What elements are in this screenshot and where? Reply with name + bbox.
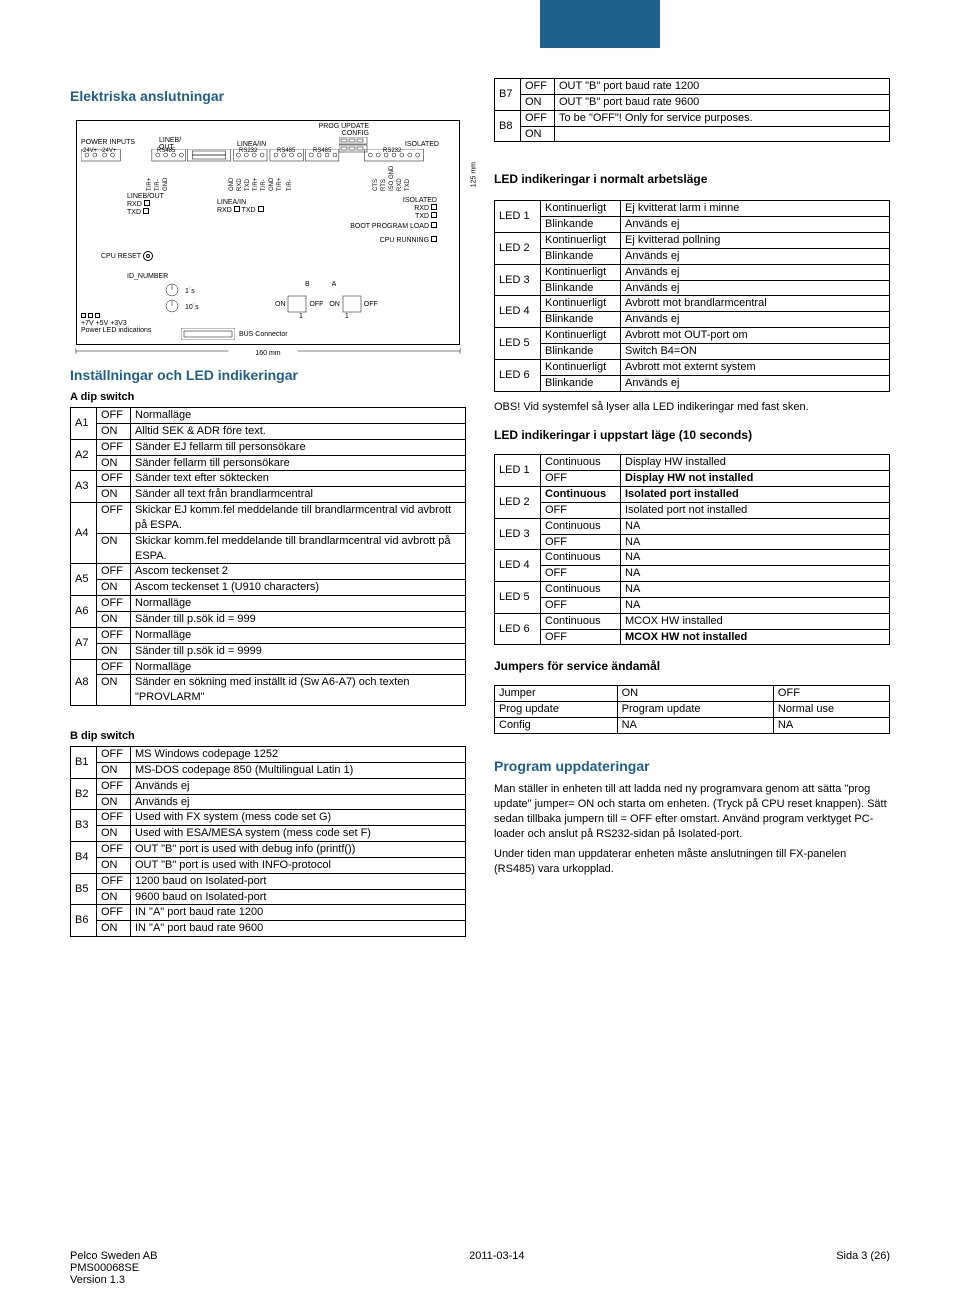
footer-page: Sida 3 (26) (836, 1250, 890, 1286)
program-p1: Man ställer in enheten till att ladda ne… (494, 782, 890, 841)
diagram-bus-4: RS232 (383, 148, 401, 154)
left-column: Elektriska anslutningar PROG UPDATE CONF… (70, 78, 466, 945)
diagram-prog-update: PROG UPDATE (319, 123, 369, 130)
header-band (540, 0, 660, 48)
jumpers-title: Jumpers för service ändamål (494, 659, 890, 673)
footer-doc: PMS00068SE (70, 1262, 157, 1274)
led-normal-table: LED 1KontinuerligtEj kvitterat larm i mi… (494, 200, 890, 391)
program-title: Program uppdateringar (494, 758, 890, 774)
diagram-power-leds: +7V +5V +3V3 (81, 320, 151, 327)
diagram-bus-3: RS485 (313, 148, 331, 154)
diagram-linea-in-2: LINEA/IN (217, 199, 264, 206)
footer-date: 2011-03-14 (469, 1250, 524, 1286)
program-p2: Under tiden man uppdaterar enheten måste… (494, 847, 890, 877)
diagram-boot: BOOT PROGRAM LOAD (350, 223, 429, 230)
led-start-table: LED 1ContinuousDisplay HW installedOFFDi… (494, 454, 890, 645)
diagram-isolated-2: ISOLATED (350, 197, 437, 204)
diagram-id-number: ID_NUMBER (127, 273, 168, 280)
diagram-pwr-pin-1: -24V+ (81, 148, 97, 154)
diagram-bus-1: RS232 (239, 148, 257, 154)
diagram-cpu-running: CPU RUNNING (380, 237, 429, 244)
diagram-bus-2: RS485 (277, 148, 295, 154)
diagram-cpu-reset: CPU RESET (101, 253, 141, 260)
diagram-height: 125 mm (470, 162, 477, 187)
diagram-power-inputs: POWER INPUTS (81, 139, 135, 146)
diagram-power-led-ind: Power LED indications (81, 327, 151, 334)
diagram-pwr-pin-2: -24V+ (100, 148, 116, 154)
diagram-config: CONFIG (319, 130, 369, 137)
diagram-lineb-out-2: LINEB/OUT (127, 193, 164, 200)
b-dip-title: B dip switch (70, 730, 466, 742)
heading-settings: Inställningar och LED indikeringar (70, 367, 466, 383)
diagram-bus-connector: BUS Connector (239, 331, 288, 338)
pcb-diagram: PROG UPDATE CONFIG POWER INPUTS LINEB/OU… (70, 112, 466, 357)
diagram-pin-row: T/R+T/R-GNDGNDRXDTXDT/R+T/R-GNDT/R+T/R-C… (147, 163, 455, 191)
page-footer: Pelco Sweden AB PMS00068SE Version 1.3 2… (70, 1250, 890, 1286)
jumpers-table: JumperONOFFProg updateProgram updateNorm… (494, 685, 890, 734)
footer-version: Version 1.3 (70, 1274, 157, 1286)
led-start-title: LED indikeringar i uppstart läge (10 sec… (494, 428, 890, 442)
a-dip-title: A dip switch (70, 391, 466, 403)
b-dip-table: B1OFFMS Windows codepage 1252ONMS-DOS co… (70, 746, 466, 937)
heading-connections: Elektriska anslutningar (70, 88, 466, 104)
obs-text: OBS! Vid systemfel så lyser alla LED ind… (494, 400, 890, 415)
a-dip-table: A1OFFNormallägeONAlltid SEK & ADR före t… (70, 407, 466, 706)
footer-company: Pelco Sweden AB (70, 1250, 157, 1262)
right-column: B7OFFOUT "B" port baud rate 1200ONOUT "B… (494, 78, 890, 945)
diagram-bus-0: RS485 (157, 148, 175, 154)
diagram-linea-in: LINEA/IN (237, 141, 266, 148)
diagram-isolated: ISOLATED (405, 141, 439, 148)
b78-table: B7OFFOUT "B" port baud rate 1200ONOUT "B… (494, 78, 890, 142)
diagram-width: 160 mm (70, 347, 466, 357)
led-normal-title: LED indikeringar i normalt arbetsläge (494, 172, 890, 186)
